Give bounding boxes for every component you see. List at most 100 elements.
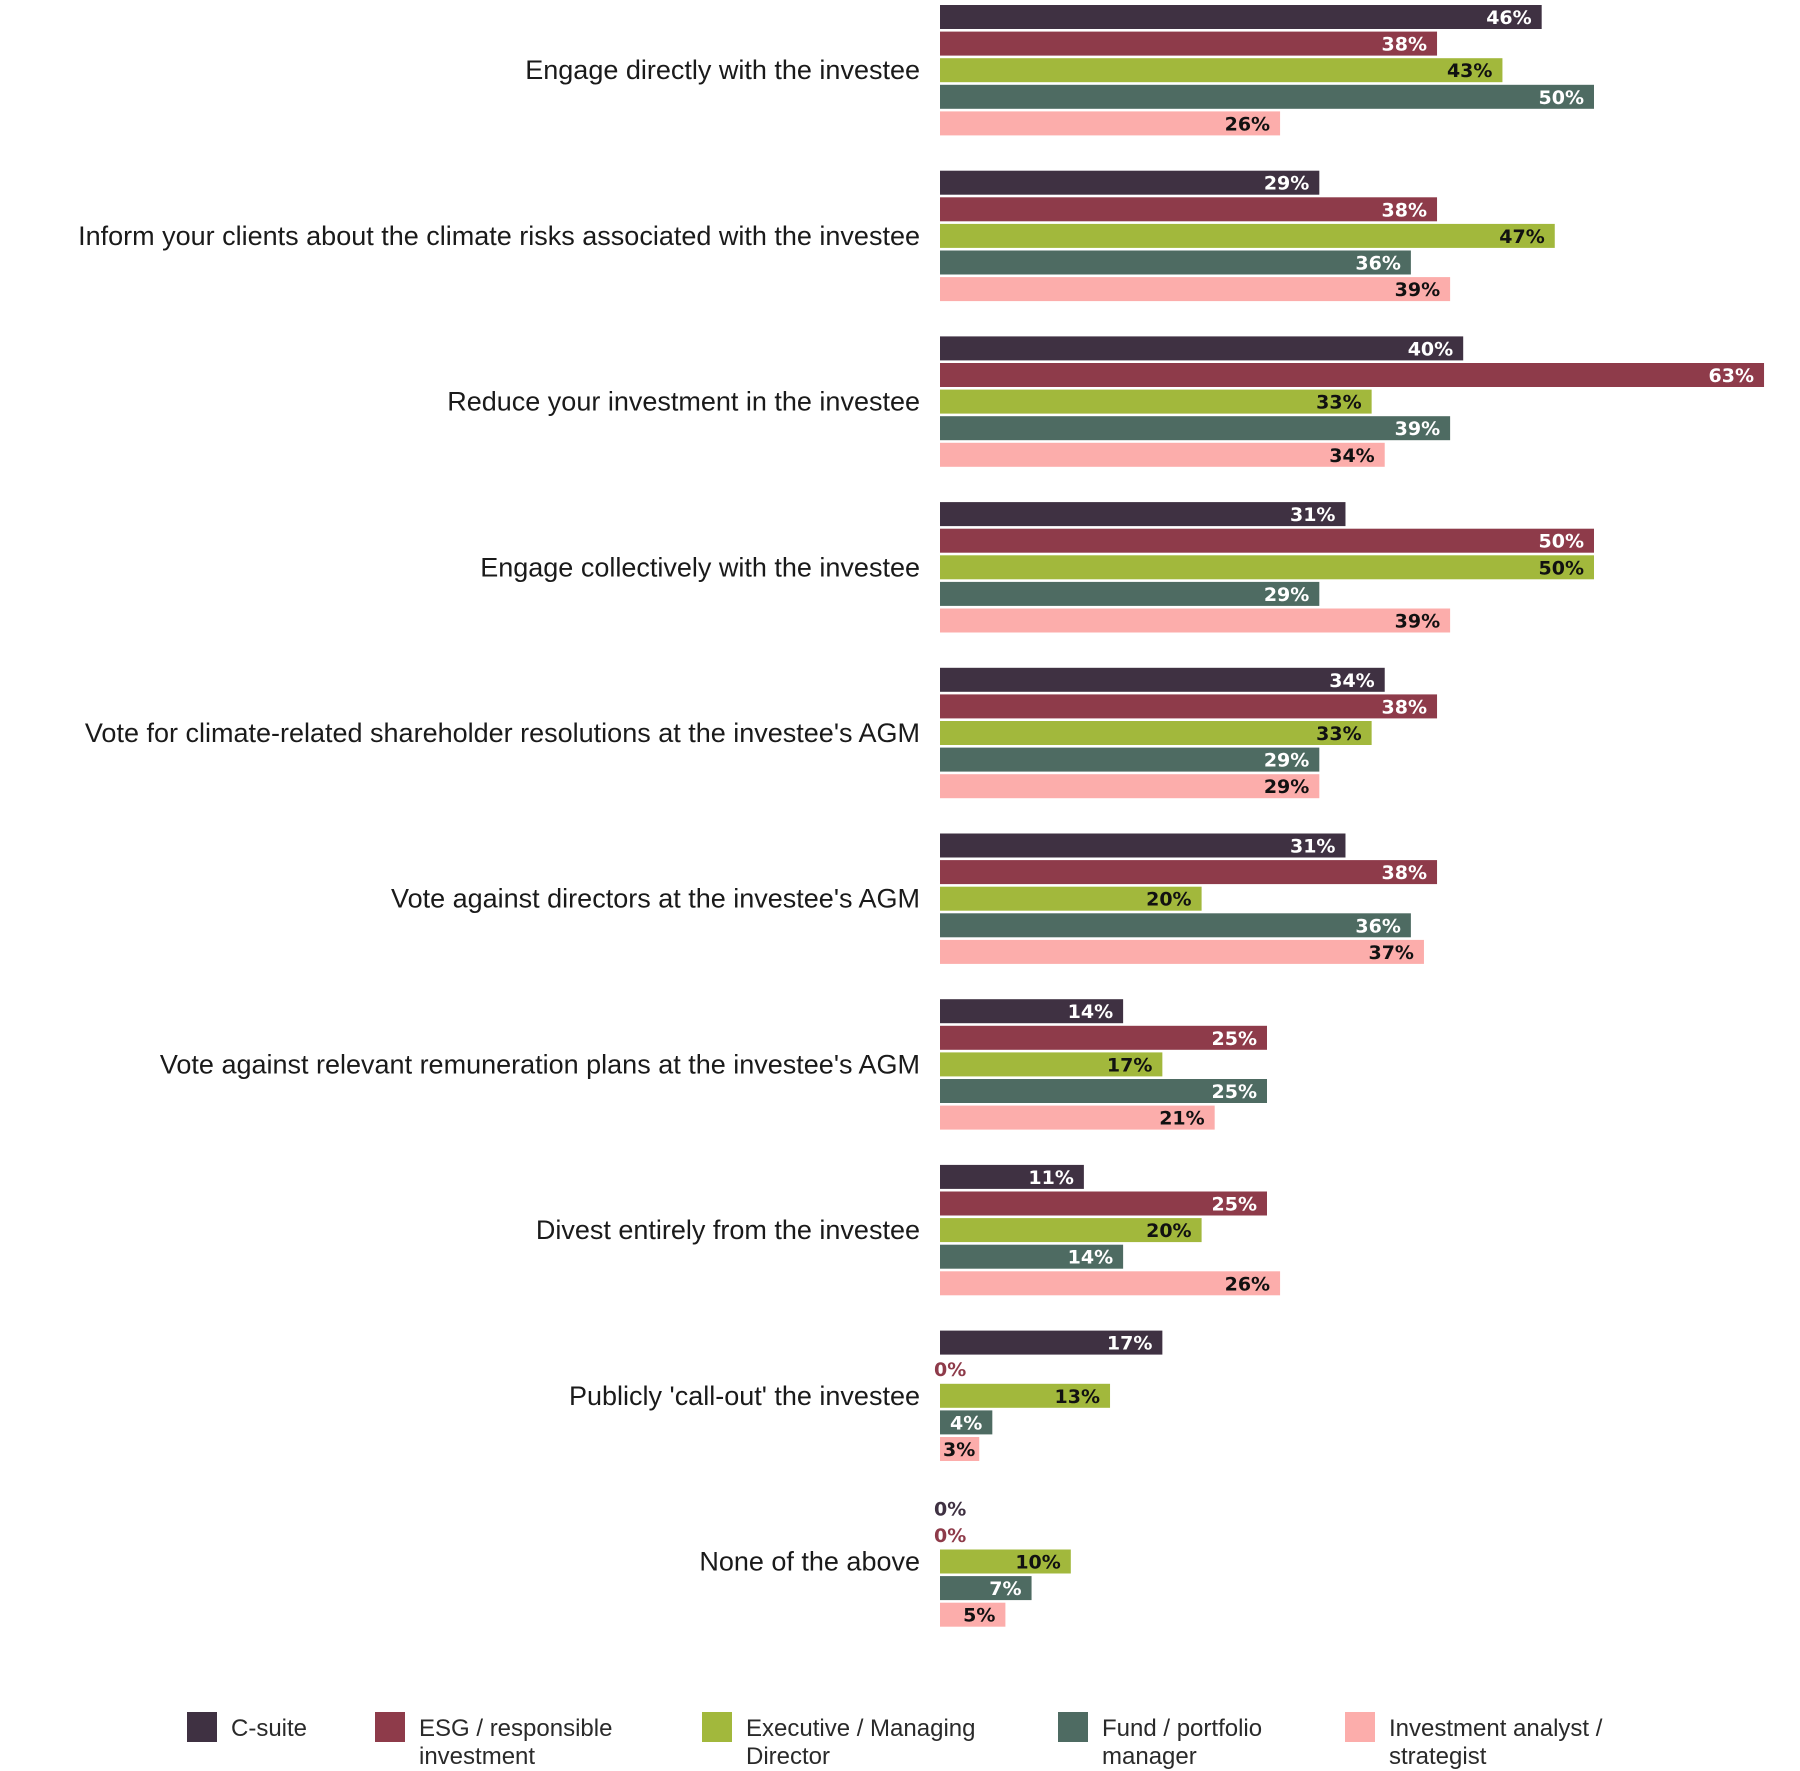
legend-label: investment: [419, 1743, 535, 1770]
category-label: Inform your clients about the climate ri…: [78, 221, 920, 251]
value-label: 21%: [1159, 1108, 1204, 1130]
legend-label: Executive / Managing: [746, 1715, 975, 1742]
value-label: 36%: [1355, 253, 1400, 275]
bar: [940, 1576, 1032, 1601]
bar: [940, 860, 1438, 885]
value-label: 17%: [1107, 1054, 1152, 1076]
bar: [940, 608, 1451, 633]
value-label: 5%: [963, 1605, 995, 1627]
value-label: 29%: [1264, 776, 1309, 798]
bar: [940, 833, 1346, 858]
value-label: 20%: [1146, 889, 1191, 911]
value-label: 40%: [1408, 338, 1453, 360]
value-labels: 46% 38% 43% 50% 26% 29% 38% 47% 36% 39% 40% 63% 33% 3…: [934, 7, 1754, 1627]
category-label: Vote against directors at the investee's…: [391, 884, 920, 914]
bar: [940, 667, 1385, 692]
bar: [940, 170, 1320, 195]
category-label: None of the above: [699, 1547, 920, 1577]
value-label: 31%: [1290, 504, 1335, 526]
value-label: 31%: [1290, 836, 1335, 858]
bar: [940, 913, 1411, 938]
legend-swatch: [1058, 1712, 1088, 1742]
value-label: 26%: [1225, 1273, 1270, 1295]
value-label: 33%: [1316, 723, 1361, 745]
value-label: 38%: [1382, 34, 1427, 56]
value-label: 17%: [1107, 1333, 1152, 1355]
value-label: 25%: [1212, 1028, 1257, 1050]
bar: [940, 58, 1503, 83]
legend-label: Director: [746, 1743, 830, 1770]
bar: [940, 31, 1438, 56]
legend-label: C-suite: [231, 1715, 307, 1742]
value-label: 11%: [1028, 1167, 1073, 1189]
bar: [940, 1105, 1215, 1130]
bar: [940, 389, 1372, 414]
bar: [940, 1244, 1124, 1269]
value-label: 38%: [1382, 696, 1427, 718]
category-label: Vote against relevant remuneration plans…: [160, 1049, 920, 1079]
category-label: Engage collectively with the investee: [480, 552, 920, 582]
bar: [940, 363, 1765, 387]
legend-label: ESG / responsible: [419, 1715, 612, 1742]
value-label: 0%: [934, 1359, 966, 1381]
bar: [940, 886, 1202, 911]
legend-swatch: [1345, 1712, 1375, 1742]
bar: [940, 1218, 1202, 1243]
bar: [940, 197, 1438, 222]
value-label: 25%: [1212, 1081, 1257, 1103]
value-label: 25%: [1212, 1194, 1257, 1216]
value-label: 38%: [1382, 199, 1427, 221]
bars: [940, 5, 1765, 1627]
legend-swatch: [187, 1712, 217, 1742]
bar: [940, 747, 1320, 772]
bar: [940, 939, 1424, 964]
value-label: 13%: [1055, 1386, 1100, 1408]
value-label: 39%: [1395, 279, 1440, 301]
bar: [940, 581, 1320, 606]
bar: [940, 502, 1346, 527]
legend-label: strategist: [1389, 1743, 1487, 1770]
category-labels: Engage directly with the investee Inform …: [78, 55, 920, 1576]
category-label: Engage directly with the investee: [525, 55, 920, 85]
bar: [940, 555, 1594, 580]
value-label: 29%: [1264, 584, 1309, 606]
bar: [940, 416, 1451, 441]
legend-swatch: [375, 1712, 405, 1742]
value-label: 47%: [1499, 226, 1544, 248]
value-label: 0%: [934, 1525, 966, 1547]
bar: [940, 1164, 1084, 1189]
legend-label: Investment analyst /: [1389, 1715, 1603, 1742]
bar: [940, 774, 1320, 799]
bar: [940, 721, 1372, 745]
value-label: 3%: [943, 1439, 975, 1461]
bar: [940, 223, 1555, 248]
value-label: 4%: [950, 1412, 982, 1434]
value-label: 37%: [1368, 942, 1413, 964]
value-label: 14%: [1068, 1247, 1113, 1269]
bar: [940, 528, 1594, 553]
value-label: 36%: [1355, 915, 1400, 937]
value-label: 34%: [1329, 670, 1374, 692]
value-label: 34%: [1329, 445, 1374, 467]
value-label: 46%: [1486, 7, 1531, 29]
value-label: 39%: [1395, 418, 1440, 440]
value-label: 14%: [1068, 1001, 1113, 1023]
bar: [940, 84, 1594, 109]
legend-label: manager: [1102, 1743, 1197, 1770]
bar: [940, 999, 1124, 1024]
bar: [940, 250, 1411, 275]
value-label: 29%: [1264, 173, 1309, 195]
category-label: Vote for climate-related shareholder res…: [85, 718, 920, 748]
bar: [940, 1602, 1006, 1627]
bar: [940, 111, 1281, 136]
bar: [940, 1271, 1281, 1296]
bar: [940, 1437, 980, 1461]
value-label: 50%: [1539, 87, 1584, 109]
bar: [940, 1549, 1071, 1574]
value-label: 63%: [1709, 365, 1754, 387]
category-label: Reduce your investment in the investee: [447, 387, 920, 417]
category-label: Publicly 'call-out' the investee: [569, 1381, 920, 1411]
bar: [940, 442, 1385, 467]
legend-label: Fund / portfolio: [1102, 1715, 1262, 1742]
